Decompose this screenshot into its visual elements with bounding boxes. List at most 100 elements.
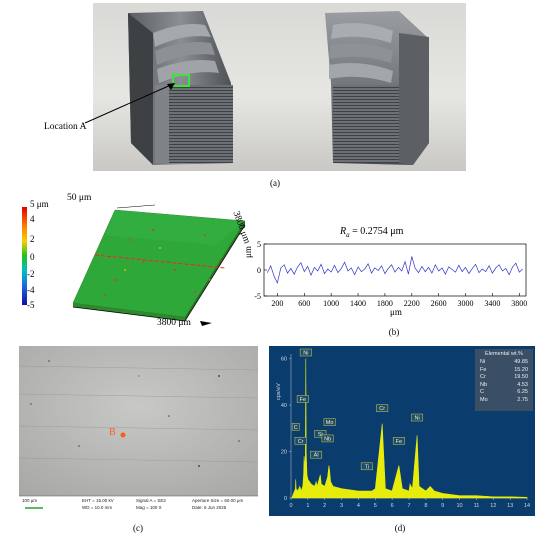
map-top-label: 50 μm <box>67 193 92 203</box>
table-value: 2.75 <box>517 396 528 403</box>
eds-ytick-label: 20 <box>281 450 287 456</box>
peak-label: Al <box>314 453 319 459</box>
colorbar-label-top: 5 μm <box>30 199 49 209</box>
peak-label: Cr <box>379 406 385 412</box>
colorbar-tick: 4 <box>30 214 35 224</box>
table-value: 49.85 <box>514 359 528 365</box>
profile-xtick-label: 600 <box>298 299 310 308</box>
peak-label-box <box>411 413 424 422</box>
colorbar-tick: -2 <box>27 269 35 279</box>
profile-ytick-label: -5 <box>254 292 261 301</box>
table-value: 6.25 <box>517 389 528 396</box>
colorbar-tick: -4 <box>27 285 35 295</box>
table-row: Mo 2.75 <box>478 397 530 405</box>
table-value: 15.20 <box>514 366 528 373</box>
sem-date: Date: 5 Jun 2025 <box>192 505 227 510</box>
peak-label-box <box>296 395 309 403</box>
eds-xtick-label: 1 <box>306 503 309 509</box>
profile-xtick-label: 200 <box>271 299 283 308</box>
eds-xtick-label: 5 <box>374 503 377 509</box>
peak-label: Mo <box>326 420 334 426</box>
point-b-label: B <box>109 427 116 438</box>
peak-label-box <box>294 437 307 445</box>
profile-chart: -5 0 5 200 600 1000 1400 1800 2200 2600 3000 3400 38… <box>254 240 527 308</box>
colorbar <box>22 207 27 305</box>
profile-xtick-label: 1000 <box>323 299 339 308</box>
profile-xlabel: μm <box>390 307 402 317</box>
profile-xtick-label: 2200 <box>404 299 420 308</box>
table-row: Fe 15.20 <box>478 367 530 375</box>
peak-label-box <box>392 437 405 445</box>
eds-xtick-label: 6 <box>391 503 394 509</box>
colorbar-label-bottom: -5 <box>27 300 35 310</box>
table-element: Mo <box>480 396 488 403</box>
eds-xtick-label: 12 <box>490 503 496 509</box>
eds-xtick-label: 9 <box>441 503 444 509</box>
table-element: Ni <box>480 359 486 365</box>
peak-label: Ni <box>303 351 308 357</box>
sem-wd: WD = 10.0 mm <box>82 505 113 510</box>
table-title: Elemental wt.% <box>485 351 523 357</box>
sem-image <box>19 346 258 516</box>
peak-label-box <box>314 430 327 438</box>
profile-ytick-label: 0 <box>257 266 261 275</box>
peak-label-box <box>310 450 323 459</box>
table-value: 4.53 <box>517 381 528 388</box>
caption-a: (a) <box>270 178 280 188</box>
table-rows: Ni 49.85 Fe 15.20 Cr 19.50 Nb 4.53 C 6.25 Mo 2.75 <box>478 359 530 405</box>
eds-xtick-label: 3 <box>340 503 343 509</box>
location-a-label: Location A <box>44 122 87 132</box>
eds-xtick-label: 7 <box>407 503 410 509</box>
annotation-arrow <box>84 83 175 124</box>
peak-label-box <box>323 418 336 426</box>
eds-ytick-label: 60 <box>281 357 287 363</box>
photo-panel-a <box>93 3 466 171</box>
peak-label: C <box>294 425 298 431</box>
sem-scale-label: 100 μm <box>22 498 38 503</box>
caption-d: (d) <box>394 523 406 533</box>
peak-label-box <box>299 348 312 357</box>
location-a-box <box>172 74 190 87</box>
eds-xtick-label: 4 <box>357 503 360 509</box>
table-row: Nb 4.53 <box>478 382 530 390</box>
profile-xtick-label: 3000 <box>458 299 474 308</box>
profile-xtick-label: 3800 <box>511 299 527 308</box>
peak-label-box <box>291 423 300 431</box>
sem-signal: Signal A = SE2 <box>136 498 166 503</box>
profile-xtick-label: 1400 <box>350 299 366 308</box>
surface-map <box>72 204 246 326</box>
eds-xtick-label: 0 <box>289 503 292 509</box>
eds-xtick-label: 13 <box>507 503 513 509</box>
profile-series-line <box>267 256 523 285</box>
eds-ytick-label: 40 <box>281 403 287 409</box>
table-value: 19.50 <box>514 374 528 381</box>
eds-ytick-label: 0 <box>284 496 287 502</box>
caption-b: (b) <box>388 327 400 337</box>
eds-xtick-label: 11 <box>474 503 480 509</box>
peak-label: Fe <box>300 397 306 403</box>
sem-panel <box>19 346 258 516</box>
colorbar-tick: 0 <box>30 252 35 262</box>
profile-xtick-label: 1800 <box>377 299 393 308</box>
element-table: Elemental wt.% Ni 49.85 Fe 15.20 Cr 19.50 Nb 4.… <box>475 349 533 411</box>
eds-xtick-label: 14 <box>524 503 530 509</box>
eds-xtick-label: 2 <box>323 503 326 509</box>
eds-xtick-label: 10 <box>457 503 463 509</box>
sem-mag: Mag = 100 X <box>136 505 162 510</box>
table-element: Nb <box>480 381 488 388</box>
eds-spectrum <box>291 358 528 499</box>
eds-xtick-label: 8 <box>424 503 427 509</box>
table-row: Ni 49.85 <box>478 359 530 367</box>
ra-annotation: Ra = 0.2754 μm <box>340 226 404 239</box>
peak-label: Ti <box>365 464 369 470</box>
peak-label: Fe <box>396 439 402 445</box>
peak-label-box <box>376 404 389 412</box>
peak-label-box <box>321 434 334 443</box>
right-fins <box>329 23 393 83</box>
sem-aperture: Aperture Size = 60.00 μm <box>192 498 244 503</box>
table-element: Cr <box>480 374 486 381</box>
sem-eht: EHT = 15.00 kV <box>82 498 114 503</box>
table-row: Cr 19.50 <box>478 374 530 382</box>
profile-xtick-label: 2600 <box>431 299 447 308</box>
